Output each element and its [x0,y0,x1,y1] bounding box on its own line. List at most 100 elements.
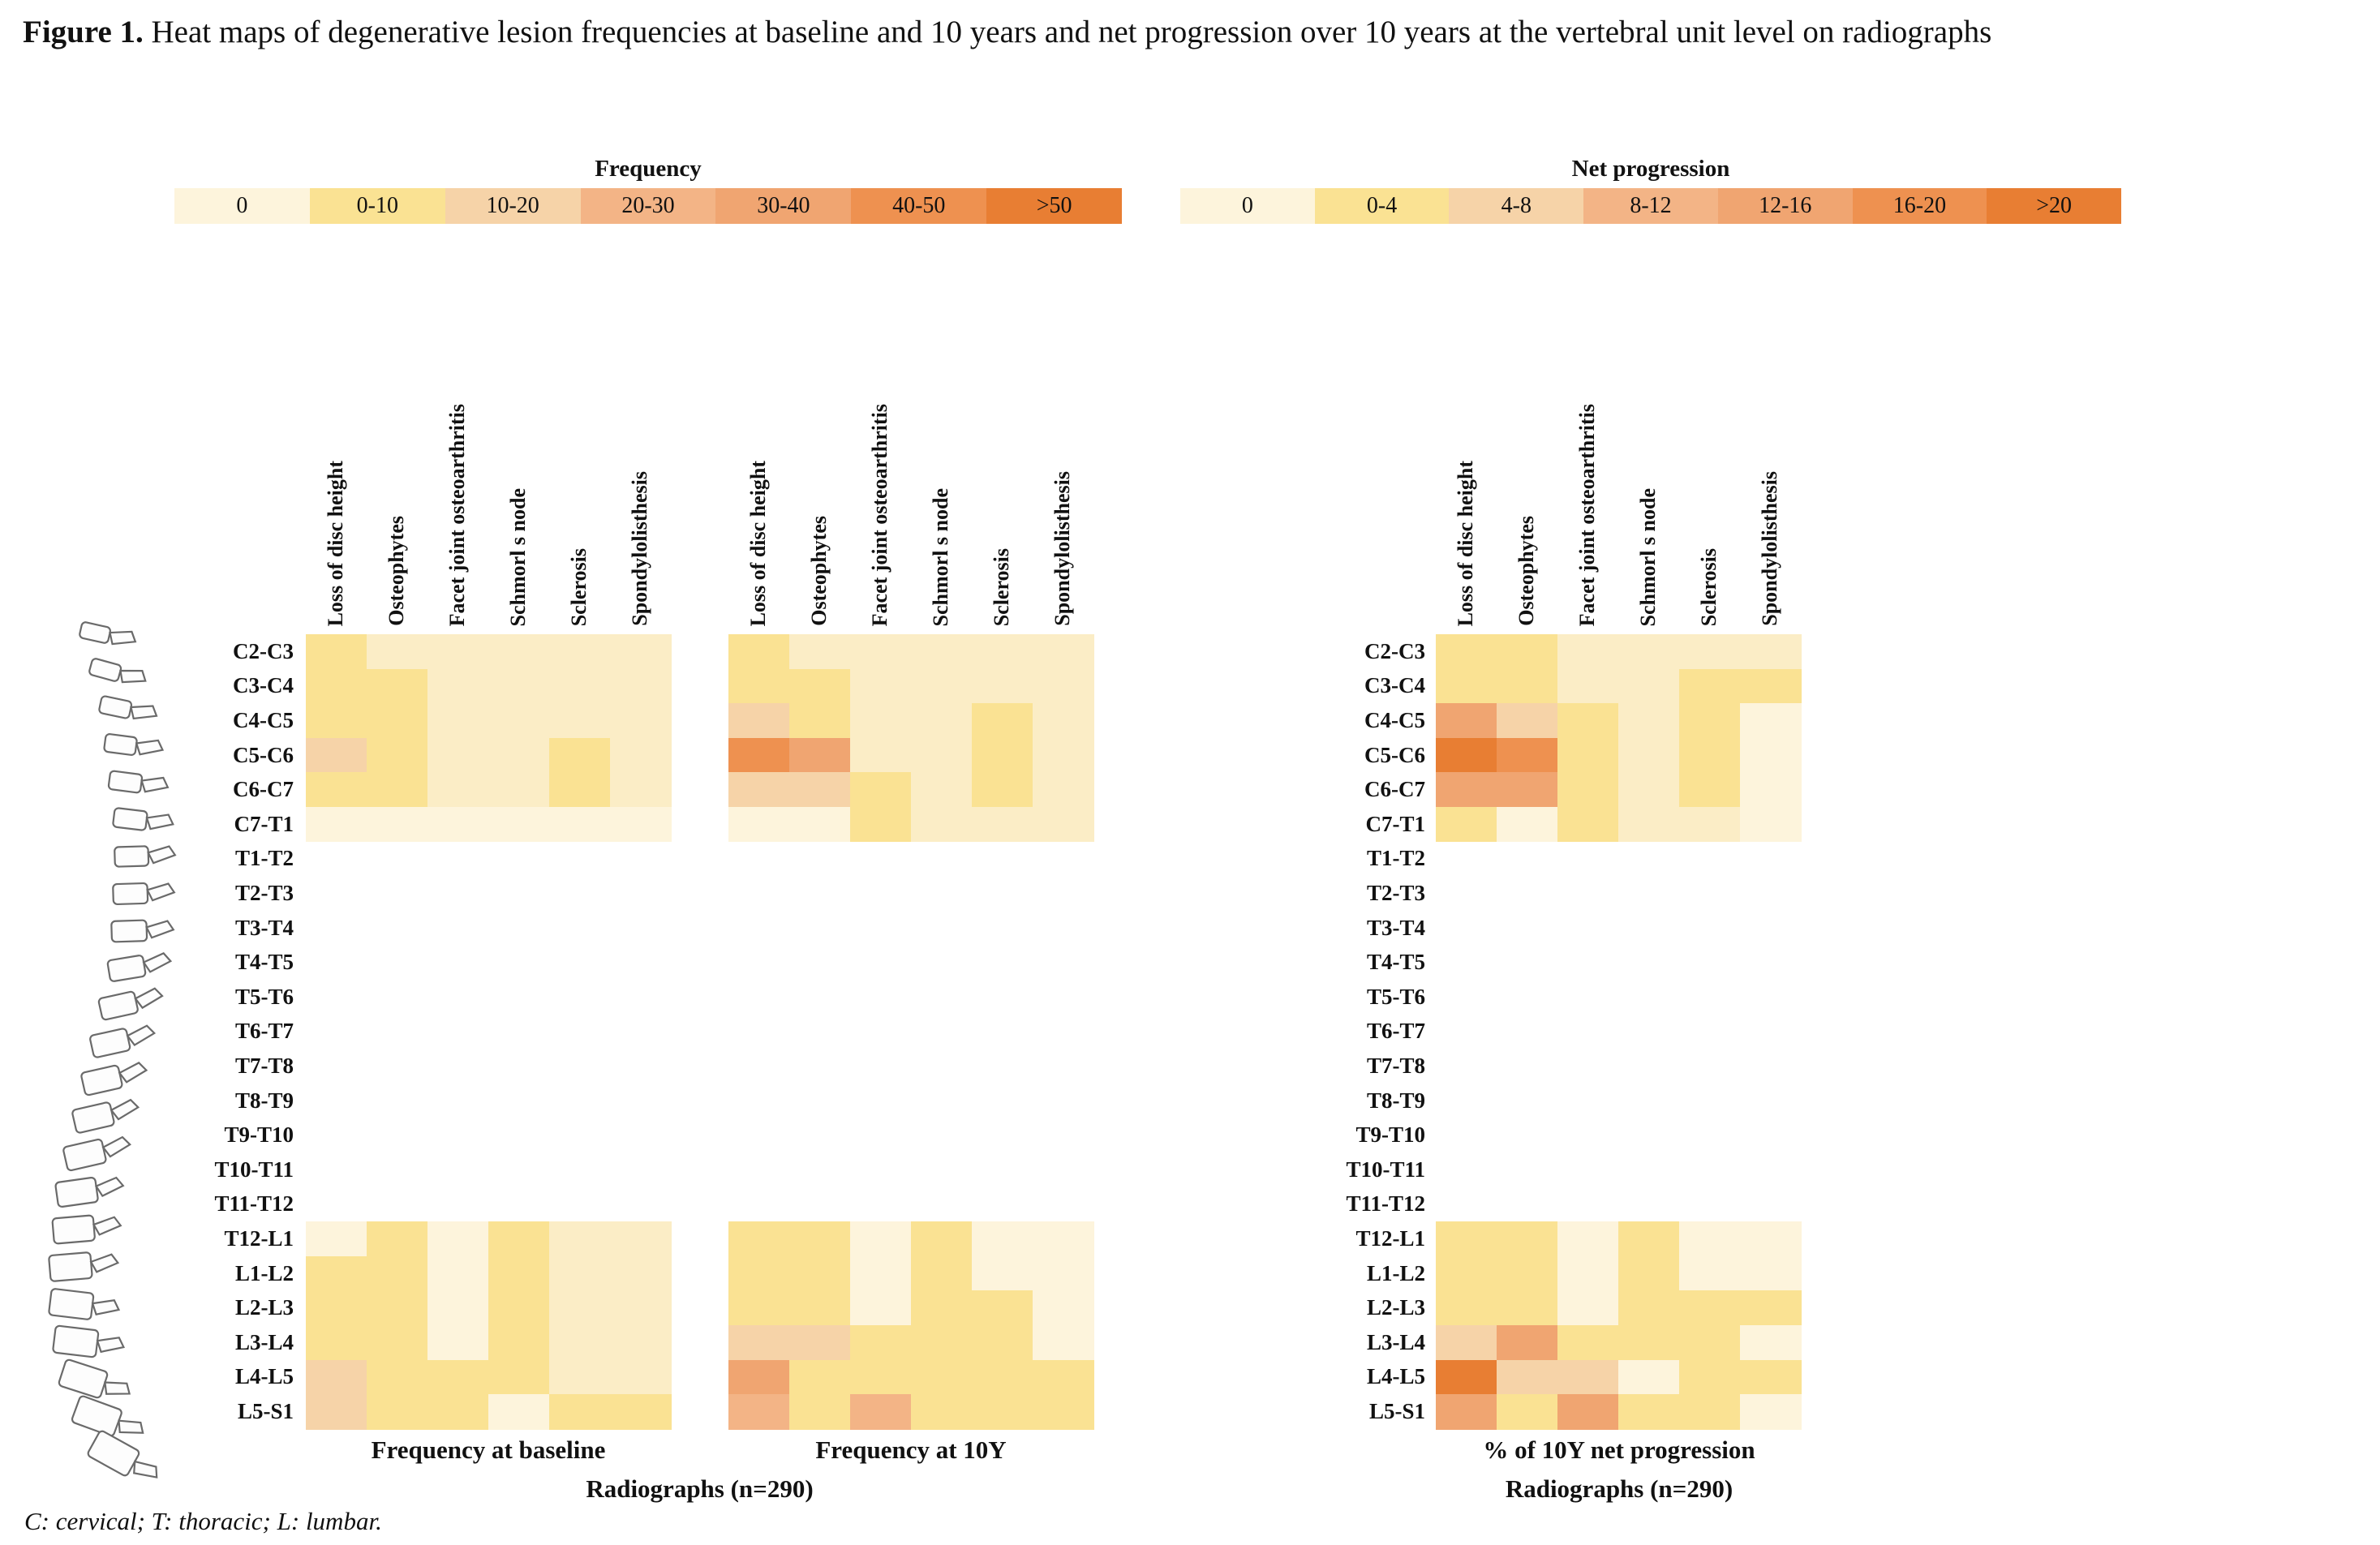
footnote-abbreviations: C: cervical; T: thoracic; L: lumbar. [24,1507,382,1535]
heatmap-cell [549,1394,611,1430]
column-header: Spondylolisthesis [610,304,671,626]
row-label: C7-T1 [234,811,294,836]
heatmap-cell [1618,737,1680,774]
heatmap-cell [610,772,672,808]
vertebra [107,770,170,794]
heatmap-cell [911,807,973,843]
vertebra [48,1288,121,1320]
legend-bin-label: 8-12 [1630,193,1672,218]
heatmap-cell [427,1394,489,1430]
heatmap-cell [1033,1290,1094,1326]
heatmap-cell [1557,634,1619,670]
heatmap-cell [1740,737,1802,774]
legend-swatch: 0-10 [309,188,445,224]
legend-bin-label: 30-40 [757,193,810,218]
row-label: L2-L3 [234,1295,294,1320]
heatmap-cell [367,1221,428,1257]
column-header-label: Spondylolisthesis [628,471,652,626]
row-label: T3-T4 [1366,915,1425,940]
row-label: C7-T1 [1365,811,1426,836]
figure-number: Figure 1. [23,15,144,49]
vertebra [71,1098,140,1134]
heatmap-cell [1740,668,1802,704]
row-label: T2-T3 [234,880,294,905]
heatmap-cell [728,1325,790,1361]
spine-illustration [48,621,177,1478]
row-label: T1-T2 [1366,846,1425,871]
heatmap-cell [367,1359,428,1395]
heatmap-cell [1436,807,1497,843]
heatmap-cell [1557,668,1619,704]
heatmap-cell [1557,772,1619,808]
column-header: Facet joint osteoarthritis [850,304,911,626]
heatmap-cell [728,1290,790,1326]
heatmap-cell [911,1221,973,1257]
heatmap-cell [549,1359,611,1395]
heatmap-cell [911,1255,973,1292]
heatmap-cell [1557,1325,1619,1361]
column-header: Facet joint osteoarthritis [427,304,488,626]
heatmap-cell [972,634,1033,670]
vertebra [89,1024,157,1058]
heatmap-cell [972,807,1033,843]
heatmap-cell [1740,1394,1802,1430]
heatmap-cell [911,668,973,704]
legend-swatch: 20-30 [580,188,716,224]
heatmap-cell [610,703,672,739]
net-progression-legend-bar: 0 0-4 4-8 8-12 12-16 16-20 >20 [1180,188,2122,224]
legend-swatch: 0-4 [1314,188,1450,224]
vertebra [51,1214,122,1245]
heatmap-cell [789,1255,851,1292]
heatmap-cell [728,668,790,704]
heatmap-cell [610,1221,672,1257]
heatmap-cell [610,1255,672,1292]
heatmap-cell [972,1359,1033,1395]
heatmap-cell [488,1359,550,1395]
vertebra [62,1135,132,1172]
row-label: C2-C3 [233,638,294,663]
row-label: T8-T9 [1366,1088,1425,1113]
column-header-label: Schmorl s node [1636,487,1660,626]
heatmap-cell [549,634,611,670]
heatmap-cell [488,1290,550,1326]
column-header-label: Sclerosis [567,547,591,626]
vertebra [112,882,176,906]
heatmap-cell [549,772,611,808]
heatmap-cell [367,1290,428,1326]
heatmap-cell [1436,703,1497,739]
heatmap-cell [1557,1221,1619,1257]
row-label: T8-T9 [234,1088,294,1113]
heatmap-cell [367,807,428,843]
row-label: T5-T6 [1366,984,1425,1009]
heatmap-cell [1436,772,1497,808]
heatmap-cell [306,1255,367,1292]
column-header-label: Facet joint osteoarthritis [445,403,470,626]
legend-swatch: 0 [174,188,310,224]
heatmap-cell [367,737,428,774]
heatmap-cell [306,807,367,843]
caption-net-progression: % of 10Y net progression [1483,1436,1755,1464]
frequency-legend: Frequency 0 0-10 10-20 20-30 30-40 40-50 >50 [174,156,1123,224]
heatmap-cell [1033,1394,1094,1430]
heatmap-cell [427,1359,489,1395]
row-label: T12-L1 [1355,1225,1425,1251]
vertebra [110,919,175,943]
column-header: Loss of disc height [1436,304,1497,626]
heatmap-cell [1679,807,1741,843]
vertebra [103,733,165,756]
heatmap-cell [1679,703,1741,739]
vertebra [80,1062,148,1097]
heatmap-cell [972,772,1033,808]
heatmap-cell [1497,1359,1558,1395]
row-label: L4-L5 [234,1364,294,1389]
legend-bin-label: 4-8 [1501,193,1532,218]
heatmap-cell [911,634,973,670]
heatmap-cell [1618,634,1680,670]
row-label: T2-T3 [1366,880,1425,905]
heatmap-cell [367,772,428,808]
column-header-label: Sclerosis [990,547,1014,626]
heatmap-cell [610,807,672,843]
heatmap-cell [367,1325,428,1361]
heatmap-cell [728,703,790,739]
heatmap-cell [1497,1325,1558,1361]
